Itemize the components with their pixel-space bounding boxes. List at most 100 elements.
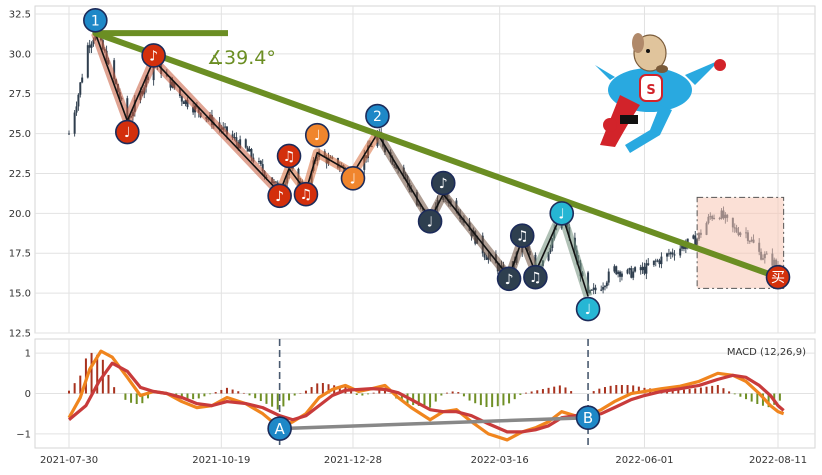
macd-hist-bar [711, 386, 713, 394]
candle-body [657, 260, 659, 261]
marker-label: ♪ [275, 189, 284, 205]
candle-body [672, 253, 674, 255]
marker: ♩ [116, 121, 139, 144]
candle-body [604, 286, 606, 287]
marker: ♩ [306, 124, 329, 147]
macd-hist-bar [689, 389, 691, 394]
marker-label: ♩ [124, 125, 131, 141]
macd-hist-bar [514, 394, 516, 400]
candle-body [249, 149, 251, 152]
candle-body [621, 274, 623, 277]
candle-body [630, 268, 632, 278]
macd-hist-bar [203, 394, 205, 397]
candle-body [81, 78, 83, 83]
divergence-label: A [274, 420, 285, 438]
macd-hist-bar [542, 389, 544, 393]
marker: 1 [84, 9, 107, 32]
y-tick-label: 12.5 [9, 329, 31, 340]
divergence-marker: A [268, 417, 291, 440]
candle-body [679, 249, 681, 256]
macd-hist-bar [480, 394, 482, 406]
marker-label: ♫ [516, 229, 529, 245]
macd-hist-bar [564, 387, 566, 393]
candle-body [74, 113, 76, 134]
macd-hist-bar [288, 394, 290, 401]
candle-body [183, 102, 185, 104]
macd-hist-bar [113, 387, 115, 393]
macd-hist-bar [305, 391, 307, 394]
macd-hist-bar [271, 394, 273, 407]
macd-hist-bar [497, 394, 499, 407]
macd-hist-bar [779, 394, 781, 401]
marker-label: ♩ [558, 206, 565, 222]
marker-label: 1 [91, 13, 100, 29]
macd-hist-bar [717, 385, 719, 393]
macd-hist-bar [249, 394, 251, 396]
macd-hist-bar [237, 391, 239, 393]
marker: 买 [767, 266, 790, 289]
macd-hist-bar [294, 394, 296, 396]
marker-label: ♪ [505, 272, 514, 288]
macd-hist-bar [508, 394, 510, 404]
marker: ♪ [142, 44, 165, 67]
macd-hist-bar [694, 388, 696, 393]
macd-hist-bar [474, 394, 476, 404]
x-tick-label: 2022-06-01 [615, 455, 673, 466]
candle-body [647, 263, 649, 265]
candle-body [659, 260, 661, 264]
candle-body [613, 266, 615, 271]
macd-hist-bar [226, 388, 228, 394]
macd-legend: MACD (12,26,9) [727, 347, 806, 358]
macd-hist-bar [728, 391, 730, 393]
candle-body [224, 127, 226, 128]
macd-hist-bar [491, 394, 493, 408]
macd-hist-bar [136, 394, 138, 404]
candle-body [634, 267, 636, 271]
marker: ♪ [268, 184, 291, 207]
y-tick-label: 17.5 [9, 249, 31, 260]
macd-hist-bar [598, 389, 600, 394]
macd-hist-bar [531, 391, 533, 393]
macd-hist-bar [621, 385, 623, 393]
candle-body [692, 235, 694, 238]
candle-body [608, 272, 610, 283]
macd-hist-bar [260, 394, 262, 402]
macd-hist-bar [68, 391, 70, 394]
candle-body [87, 45, 89, 77]
macd-y-tick-label: −1 [16, 429, 31, 440]
marker: ♫ [511, 224, 534, 247]
marker-label: ♪ [149, 48, 158, 64]
macd-hist-bar [322, 383, 324, 393]
macd-hist-bar [751, 394, 753, 402]
candle-body [68, 134, 70, 135]
macd-hist-bar [706, 387, 708, 394]
candle-body [670, 253, 672, 255]
marker: ♫ [278, 144, 301, 167]
macd-hist-bar [254, 394, 256, 399]
candle-body [643, 267, 645, 274]
macd-hist-bar [316, 383, 318, 393]
candle-body [617, 272, 619, 274]
y-tick-label: 15.0 [9, 289, 31, 300]
macd-hist-bar [734, 394, 736, 395]
macd-hist-bar [469, 394, 471, 401]
candle-body [615, 266, 617, 274]
macd-hist-bar [756, 394, 758, 404]
macd-hist-bar [739, 394, 741, 397]
y-tick-label: 25.0 [9, 129, 31, 140]
macd-hist-bar [232, 390, 234, 394]
macd-hist-bar [457, 392, 459, 393]
marker: ♫ [524, 266, 547, 289]
macd-hist-bar [452, 391, 454, 393]
macd-hist-bar [553, 387, 555, 394]
marker: ♩ [419, 210, 442, 233]
candle-body [77, 95, 79, 107]
macd-hist-bar [209, 394, 211, 395]
macd-hist-bar [130, 394, 132, 403]
marker-label: ♪ [439, 176, 448, 192]
candle-body [632, 272, 634, 278]
macd-hist-bar [722, 388, 724, 393]
candle-body [79, 82, 81, 94]
macd-hist-bar [627, 385, 629, 393]
